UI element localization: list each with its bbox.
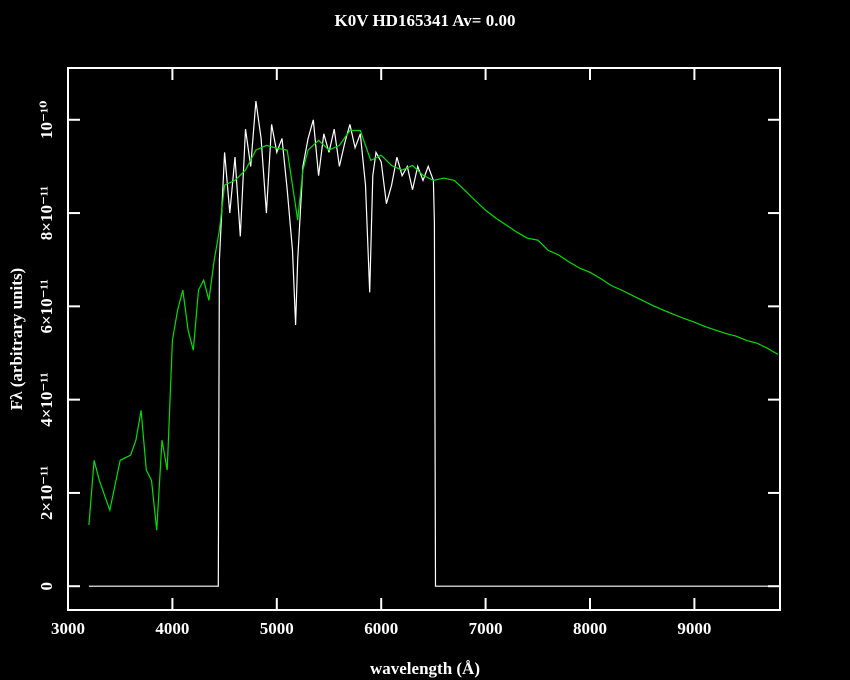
y-tick-label: 6×10⁻¹¹ <box>37 279 56 333</box>
x-tick-label: 3000 <box>51 619 85 638</box>
x-tick-label: 6000 <box>364 619 398 638</box>
x-tick-label: 5000 <box>260 619 294 638</box>
y-tick-label: 2×10⁻¹¹ <box>37 466 56 520</box>
x-tick-label: 8000 <box>573 619 607 638</box>
x-tick-label: 9000 <box>677 619 711 638</box>
spectrum-line <box>88 101 778 587</box>
y-tick-label: 10⁻¹⁰ <box>37 101 56 140</box>
x-axis-label: wavelength (Å) <box>370 659 480 678</box>
spectrum-line <box>88 129 779 531</box>
y-axis-label: Fλ (arbitrary units) <box>7 268 26 410</box>
plot-frame <box>67 67 781 611</box>
y-tick-label: 0 <box>37 582 56 591</box>
y-tick-label: 4×10⁻¹¹ <box>37 372 56 426</box>
chart-title: K0V HD165341 Av= 0.00 <box>335 11 516 30</box>
x-tick-label: 4000 <box>155 619 189 638</box>
y-tick-label: 8×10⁻¹¹ <box>37 186 56 240</box>
x-tick-label: 7000 <box>469 619 503 638</box>
